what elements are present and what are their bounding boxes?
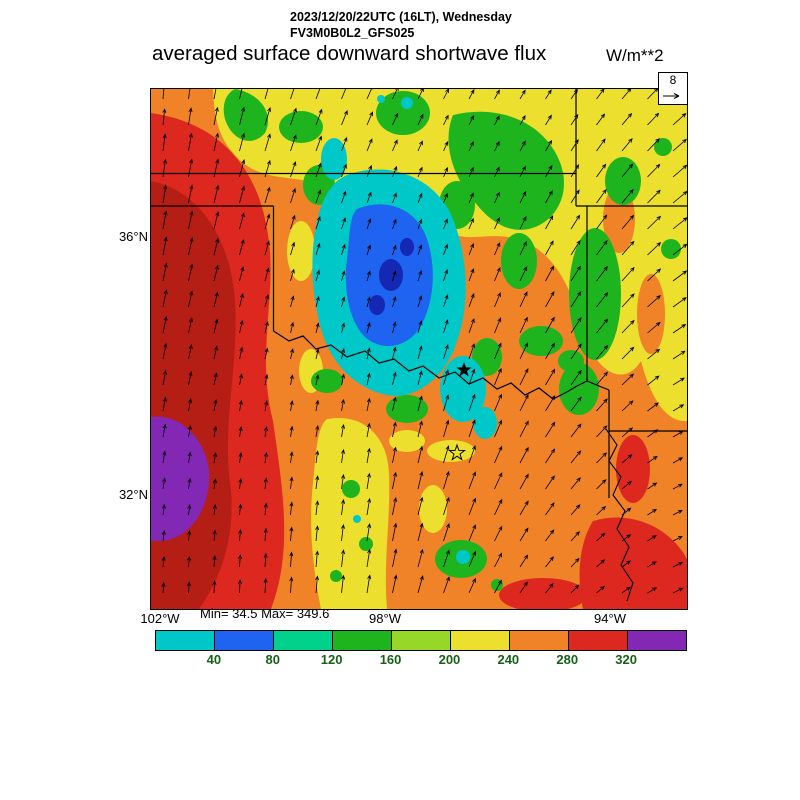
colorbar-ticks: 40 80 120 160 200 240 280 320 (155, 652, 685, 670)
lon-tick-94w: 94°W (594, 611, 626, 626)
colorbar-tick-label: 320 (615, 652, 637, 667)
model-run-text: FV3M0B0L2_GFS025 (290, 26, 415, 40)
colorbar-segment (156, 631, 215, 650)
state-borders (151, 89, 687, 602)
colorbar-tick-label: 120 (320, 652, 343, 667)
filled-star-marker (456, 362, 472, 377)
plot-title: averaged surface downward shortwave flux (152, 42, 547, 65)
colorbar-tick-label: 200 (438, 652, 461, 667)
lon-tick-98w: 98°W (369, 611, 401, 626)
colorbar-tick-label: 240 (497, 652, 520, 667)
map-plot-area (150, 88, 688, 610)
lat-tick-32n: 32°N (118, 487, 148, 502)
reference-vector-box: 8 (658, 72, 688, 105)
colorbar-segment (451, 631, 510, 650)
colorbar-segment (215, 631, 274, 650)
units-label: W/m**2 (606, 46, 664, 65)
valid-time-text: 2023/12/20/22UTC (16LT), Wednesday (290, 10, 512, 24)
lon-tick-102w: 102°W (140, 611, 180, 626)
wind-vector-arrows (161, 89, 687, 594)
colorbar (155, 630, 687, 651)
open-star-marker (447, 443, 467, 461)
reference-vector-arrow-icon (662, 87, 684, 105)
colorbar-segment (274, 631, 333, 650)
colorbar-segment (569, 631, 628, 650)
colorbar-tick-label: 160 (379, 652, 402, 667)
map-canvas (151, 89, 687, 609)
min-max-text: Min= 34.5 Max= 349.6 (200, 606, 330, 621)
colorbar-segment (628, 631, 686, 650)
colorbar-segment (510, 631, 569, 650)
colorbar-segment (392, 631, 451, 650)
colorbar-tick-label: 280 (556, 652, 579, 667)
lat-tick-36n: 36°N (118, 229, 148, 244)
colorbar-tick-label: 40 (206, 652, 222, 667)
colorbar-tick-label: 80 (265, 652, 280, 667)
reference-vector-value: 8 (669, 73, 677, 87)
colorbar-segment (333, 631, 392, 650)
